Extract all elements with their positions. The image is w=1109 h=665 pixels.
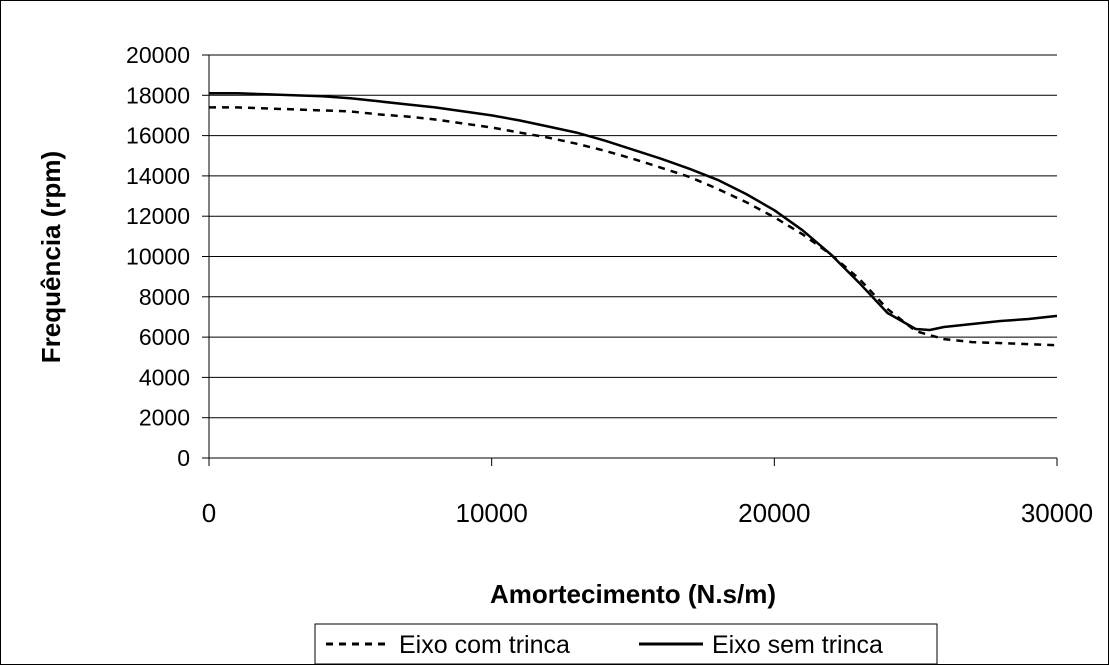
y-tick-label-0: 0 <box>177 445 190 471</box>
y-tick-label-18000: 18000 <box>126 82 190 108</box>
y-axis-title: Frequência (rpm) <box>36 151 66 363</box>
legend-label-eixo-com-trinca: Eixo com trinca <box>399 631 570 659</box>
x-tick-label-20000: 20000 <box>738 498 810 528</box>
x-tick-label-30000: 30000 <box>1021 498 1093 528</box>
series-line-eixo-sem-trinca <box>209 92 1058 332</box>
y-tick-label-2000: 2000 <box>139 405 190 431</box>
y-tick-label-12000: 12000 <box>126 203 190 229</box>
x-tick-label-0: 0 <box>202 498 216 528</box>
y-tick-label-4000: 4000 <box>139 364 190 390</box>
gridlines <box>209 54 1057 419</box>
tick-labels: 0 2000 4000 6000 8000 10000 12000 14000 16000 180… <box>126 42 1093 528</box>
y-tick-label-10000: 10000 <box>126 244 190 270</box>
axes <box>202 54 1058 466</box>
legend: Eixo com trinca Eixo sem trinca <box>314 623 938 665</box>
series-line-eixo-com-trinca <box>209 106 1058 347</box>
y-tick-label-20000: 20000 <box>126 42 190 68</box>
x-axis-title: Amortecimento (N.s/m) <box>490 579 776 609</box>
legend-label-eixo-sem-trinca: Eixo sem trinca <box>712 631 883 659</box>
y-tick-label-14000: 14000 <box>126 163 190 189</box>
y-tick-label-8000: 8000 <box>139 284 190 310</box>
y-tick-label-16000: 16000 <box>126 123 190 149</box>
series-lines <box>209 92 1058 347</box>
legend-box <box>314 623 938 665</box>
y-tick-label-6000: 6000 <box>139 324 190 350</box>
x-tick-label-10000: 10000 <box>456 498 528 528</box>
